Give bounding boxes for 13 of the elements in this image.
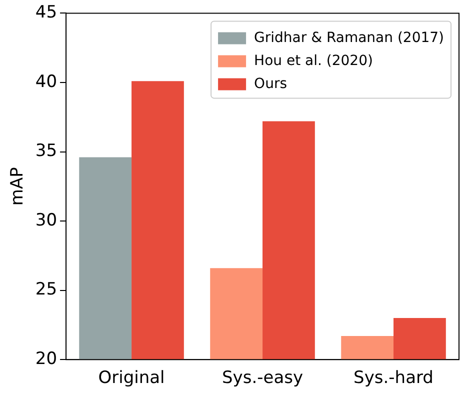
y-tick-label: 20 <box>35 349 58 370</box>
legend-label: Ours <box>254 76 288 92</box>
y-axis-title: mAP <box>8 167 28 206</box>
x-tick-label: Sys.-easy <box>222 368 304 388</box>
x-tick-label: Sys.-hard <box>354 368 434 388</box>
y-tick-label: 30 <box>35 210 58 230</box>
x-tick-label: Original <box>98 368 165 388</box>
legend-label: Hou et al. (2020) <box>254 52 373 69</box>
legend-label: Gridhar & Ramanan (2017) <box>254 30 444 46</box>
y-tick-label: 35 <box>35 141 58 162</box>
y-tick-label: 45 <box>35 2 58 23</box>
y-tick-label: 25 <box>35 280 58 300</box>
y-tick-label: 40 <box>35 72 58 92</box>
